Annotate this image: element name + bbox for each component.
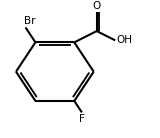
Text: F: F (79, 114, 85, 124)
Text: Br: Br (24, 16, 36, 26)
Text: OH: OH (117, 35, 133, 45)
Text: O: O (93, 1, 101, 11)
